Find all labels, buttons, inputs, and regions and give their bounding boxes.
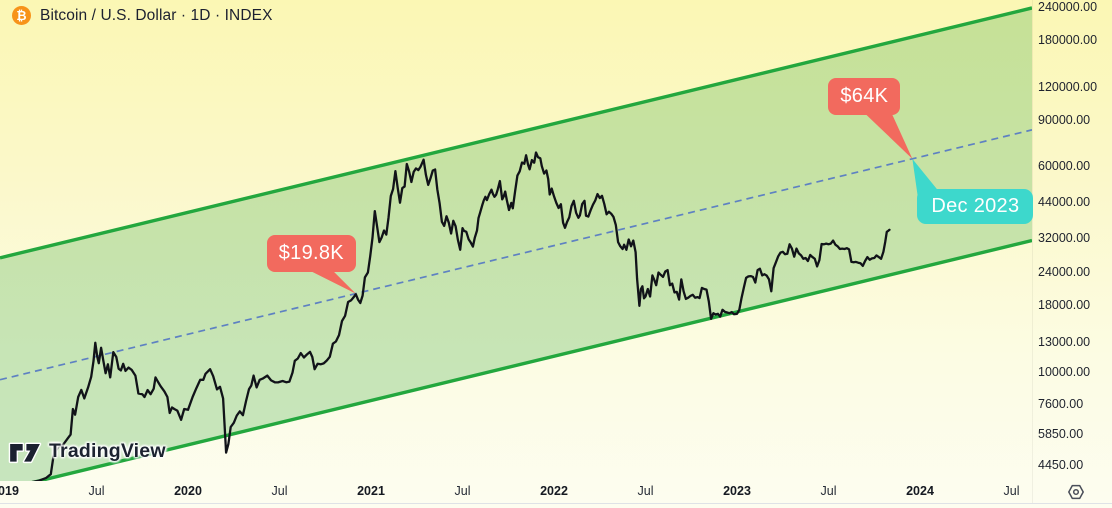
time-axis-label: Jul <box>88 484 105 498</box>
date-flag-dec-2023[interactable]: Dec 2023 <box>917 188 1034 224</box>
price-axis-label: 44000.00 <box>1038 194 1091 209</box>
tradingview-logo-icon <box>8 442 42 464</box>
time-axis-label: Jul <box>637 484 654 498</box>
price-axis-label: 120000.00 <box>1038 79 1098 94</box>
time-axis-label: Jul <box>271 484 288 498</box>
price-axis-separator <box>1032 0 1033 503</box>
time-axis-label: 2024 <box>906 484 934 498</box>
tradingview-logo-text: TradingView <box>49 439 166 462</box>
price-axis-label: 4450.00 <box>1038 458 1084 473</box>
chart-canvas[interactable] <box>0 0 1032 481</box>
time-axis-label: 2021 <box>357 484 385 498</box>
gear-icon <box>1068 484 1084 500</box>
price-axis-label: 5850.00 <box>1038 426 1084 441</box>
symbol-header: ₿ Bitcoin / U.S. Dollar · 1D · INDEX <box>12 6 273 25</box>
time-axis-label: 2020 <box>174 484 202 498</box>
symbol-title: Bitcoin / U.S. Dollar · 1D · INDEX <box>40 6 273 24</box>
time-axis-label: Jul <box>820 484 837 498</box>
price-axis-label: 10000.00 <box>1038 365 1091 380</box>
price-axis-label: 7600.00 <box>1038 396 1084 411</box>
price-axis-label: 240000.00 <box>1038 0 1098 14</box>
time-axis-separator <box>0 503 1112 504</box>
time-axis-label: Jul <box>454 484 471 498</box>
price-axis-label: 24000.00 <box>1038 264 1091 279</box>
time-axis-label: Jul <box>1003 484 1020 498</box>
price-axis-label: 90000.00 <box>1038 112 1091 127</box>
bitcoin-icon: ₿ <box>12 6 31 25</box>
tradingview-logo[interactable]: TradingView <box>8 438 166 464</box>
price-axis-label: 60000.00 <box>1038 159 1091 174</box>
time-axis-label: 2019 <box>0 484 19 498</box>
price-axis-label: 180000.00 <box>1038 33 1098 48</box>
time-axis-label: 2023 <box>723 484 751 498</box>
price-axis-label: 32000.00 <box>1038 231 1091 246</box>
price-scale-settings-button[interactable] <box>1064 482 1088 502</box>
price-axis-label: 13000.00 <box>1038 334 1091 349</box>
price-axis-label: 18000.00 <box>1038 297 1091 312</box>
time-axis-label: 2022 <box>540 484 568 498</box>
price-flag-64k[interactable]: $64K <box>828 77 901 115</box>
price-flag-198k[interactable]: $19.8K <box>266 234 356 272</box>
